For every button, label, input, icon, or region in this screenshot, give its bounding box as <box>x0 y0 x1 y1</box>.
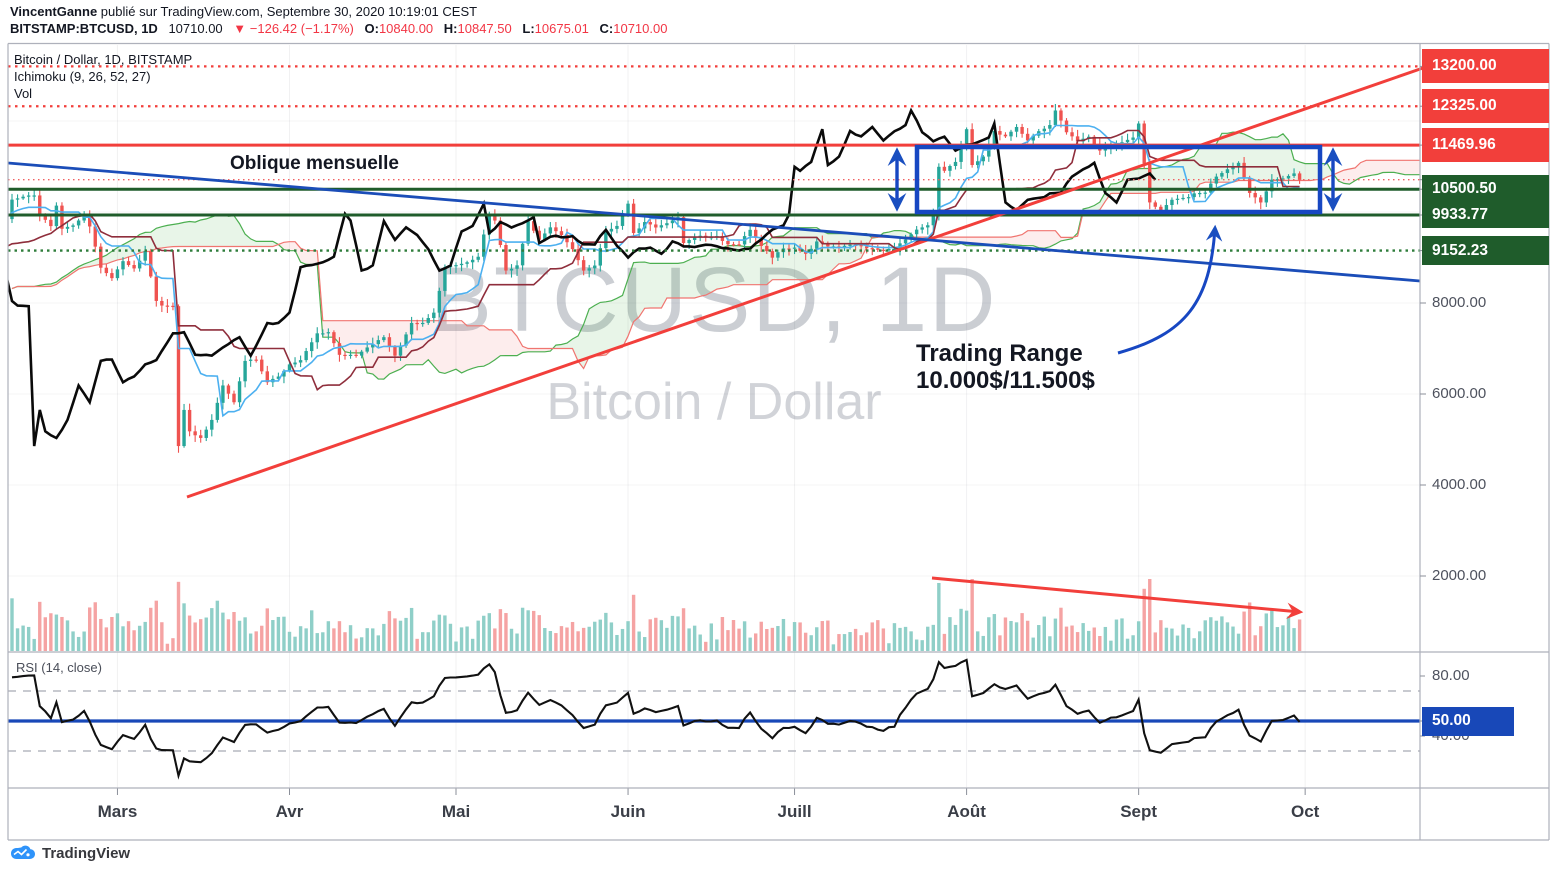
drawing-layer <box>7 42 1550 841</box>
x-axis-label-mars: Mars <box>97 802 138 821</box>
main-pane[interactable] <box>6 45 1430 652</box>
oblique-annotation[interactable]: Oblique mensuelle <box>230 153 399 174</box>
legend-volume[interactable]: Vol <box>14 86 33 101</box>
symbol-name[interactable]: BITSTAMP:BTCUSD, 1D <box>10 21 158 36</box>
x-axis-label-mai: Mai <box>441 802 471 821</box>
tradingview-brand-text[interactable]: TradingView <box>42 845 131 862</box>
trading-range-arrow <box>1117 224 1223 355</box>
volume-trendline[interactable] <box>931 576 1304 620</box>
author-name: VincentGanne <box>10 4 98 19</box>
last-price: 10710.00 <box>168 21 223 36</box>
legend-symbol[interactable]: Bitcoin / Dollar, 1D, BITSTAMP <box>14 52 193 67</box>
rsi-pane[interactable] <box>8 652 1420 788</box>
open-value: 10840.00 <box>378 21 434 36</box>
price-change: ▼ −126.42 (−1.17%) <box>233 21 354 36</box>
x-axis-label-juin: Juin <box>610 802 646 821</box>
price-level-badge[interactable]: 9152.23 <box>1422 236 1549 266</box>
tradingview-footer: TradingView <box>10 845 130 862</box>
open-label: O: <box>364 21 379 36</box>
close-label: C: <box>599 21 614 36</box>
symbol-info-bar: BITSTAMP:BTCUSD, 1D 10710.00 ▼ −126.42 (… <box>10 21 667 36</box>
trading-range-line2: 10.000$/11.500$ <box>916 367 1095 394</box>
price-axis-label: 2000.00 <box>1432 567 1487 584</box>
price-level-badge[interactable]: 11469.96 <box>1422 128 1549 163</box>
price-level-badge[interactable]: 9933.77 <box>1422 202 1549 228</box>
trading-range-annotation[interactable]: Trading Range 10.000$/11.500$ <box>916 340 1095 394</box>
legend-ichimoku[interactable]: Ichimoku (9, 26, 52, 27) <box>14 69 151 84</box>
low-label: L: <box>522 21 535 36</box>
trading-range-box[interactable] <box>914 144 1323 215</box>
x-axis-label-oct: Oct <box>1290 802 1320 821</box>
publish-text: publié sur TradingView.com, Septembre 30… <box>97 4 478 19</box>
x-axis-label-juill: Juill <box>777 802 812 821</box>
tradingview-logo-icon[interactable] <box>10 845 36 862</box>
publish-info: VincentGanne publié sur TradingView.com,… <box>10 4 477 19</box>
x-axis-label-août: Août <box>947 802 986 821</box>
high-value: 10847.50 <box>457 21 512 36</box>
rsi-legend[interactable]: RSI (14, close) <box>16 660 102 675</box>
chart-legend: Bitcoin / Dollar, 1D, BITSTAMP Ichimoku … <box>14 51 192 102</box>
low-value: 10675.01 <box>534 21 589 36</box>
price-level-badge[interactable]: 10500.50 <box>1422 175 1549 204</box>
close-value: 10710.00 <box>613 21 668 36</box>
price-axis-label: 4000.00 <box>1432 476 1487 493</box>
rsi-axis-label: 80.00 <box>1432 667 1470 684</box>
x-axis-label-sept: Sept <box>1120 802 1158 821</box>
price-level-badge[interactable]: 12325.00 <box>1422 89 1549 124</box>
x-axis-label-avr: Avr <box>275 802 304 821</box>
price-level-badge[interactable]: 13200.00 <box>1422 49 1549 84</box>
high-label: H: <box>443 21 458 36</box>
trading-range-line1: Trading Range <box>916 340 1083 367</box>
watermark-symbol: BTCUSD, 1D <box>430 249 998 351</box>
price-axis-label: 6000.00 <box>1432 385 1487 402</box>
rsi-level-badge: 50.00 <box>1422 706 1514 736</box>
price-axis-label: 8000.00 <box>1432 294 1487 311</box>
watermark-name: Bitcoin / Dollar <box>546 373 882 431</box>
